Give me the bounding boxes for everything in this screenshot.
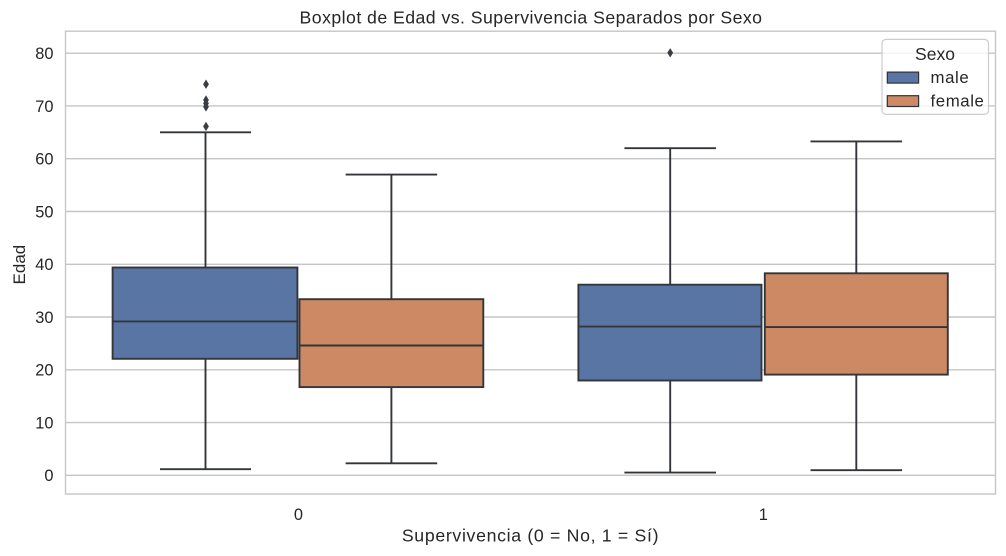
svg-text:Boxplot de Edad vs. Superviven: Boxplot de Edad vs. Supervivencia Separa…: [300, 8, 763, 28]
svg-text:10: 10: [35, 415, 53, 433]
svg-text:70: 70: [35, 98, 53, 116]
svg-text:60: 60: [35, 151, 53, 169]
svg-text:Edad: Edad: [10, 245, 29, 285]
svg-text:0: 0: [294, 506, 303, 524]
svg-text:80: 80: [35, 45, 53, 63]
svg-text:1: 1: [759, 506, 768, 524]
svg-text:male: male: [931, 68, 970, 87]
svg-text:30: 30: [35, 309, 53, 327]
svg-text:40: 40: [35, 256, 53, 274]
svg-text:Sexo: Sexo: [915, 44, 955, 64]
svg-text:20: 20: [35, 362, 53, 380]
svg-text:Supervivencia (0 = No, 1 = Sí): Supervivencia (0 = No, 1 = Sí): [402, 526, 659, 546]
svg-text:50: 50: [35, 203, 53, 221]
svg-text:female: female: [931, 92, 985, 111]
svg-text:0: 0: [44, 467, 53, 485]
